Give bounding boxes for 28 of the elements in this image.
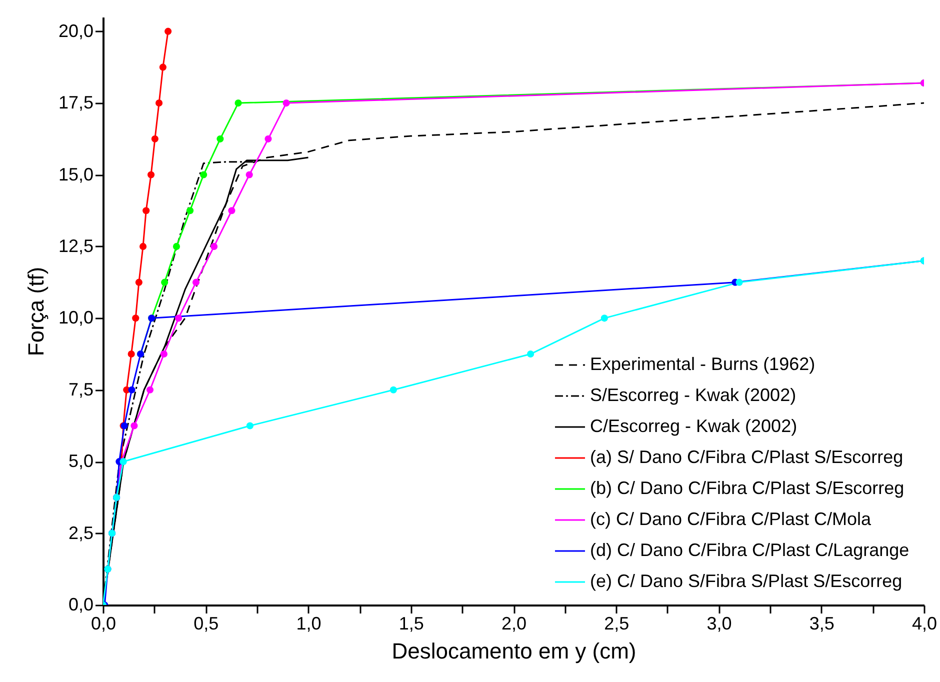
y-axis-title: Força (tf) (23, 266, 48, 356)
y-tick-label: 20,0 (58, 20, 94, 41)
y-tick-label: 7,5 (68, 379, 94, 400)
legend-label: C/Escorreg - Kwak (2002) (590, 416, 798, 436)
legend-label: (a) S/ Dano C/Fibra C/Plast S/Escorreg (590, 447, 904, 467)
y-tick-label: 0,0 (68, 594, 94, 614)
y-tick-label: 17,5 (58, 92, 94, 113)
x-tick-label: 3,5 (809, 614, 834, 634)
x-tick-label: 2,0 (501, 614, 527, 634)
legend-label: (d) C/ Dano C/Fibra C/Plast C/Lagrange (590, 540, 910, 560)
legend-label: (c) C/ Dano C/Fibra C/Plast C/Mola (590, 509, 872, 529)
y-tick-label: 15,0 (58, 164, 94, 184)
x-tick-label: 1,0 (296, 614, 322, 634)
x-tick-label: 0,0 (90, 614, 116, 634)
legend-label: Experimental - Burns (1962) (590, 354, 816, 374)
x-tick-label: 0,5 (194, 614, 219, 634)
legend-label: S/Escorreg - Kwak (2002) (590, 385, 796, 405)
legend-label: (e) C/ Dano S/Fibra S/Plast S/Escorreg (590, 571, 902, 591)
y-tick-label: 5,0 (68, 451, 94, 472)
x-tick-label: 3,0 (706, 614, 732, 634)
x-tick-label: 1,5 (398, 614, 424, 634)
y-tick-label: 2,5 (68, 522, 94, 543)
x-tick-label: 4,0 (912, 614, 938, 634)
y-tick-label: 12,5 (58, 236, 94, 256)
y-tick-label: 10,0 (58, 308, 94, 328)
x-tick-label: 2,5 (604, 614, 630, 634)
legend-label: (b) C/ Dano C/Fibra C/Plast S/Escorreg (590, 478, 904, 498)
x-axis-title: Deslocamento em y (cm) (392, 638, 636, 664)
